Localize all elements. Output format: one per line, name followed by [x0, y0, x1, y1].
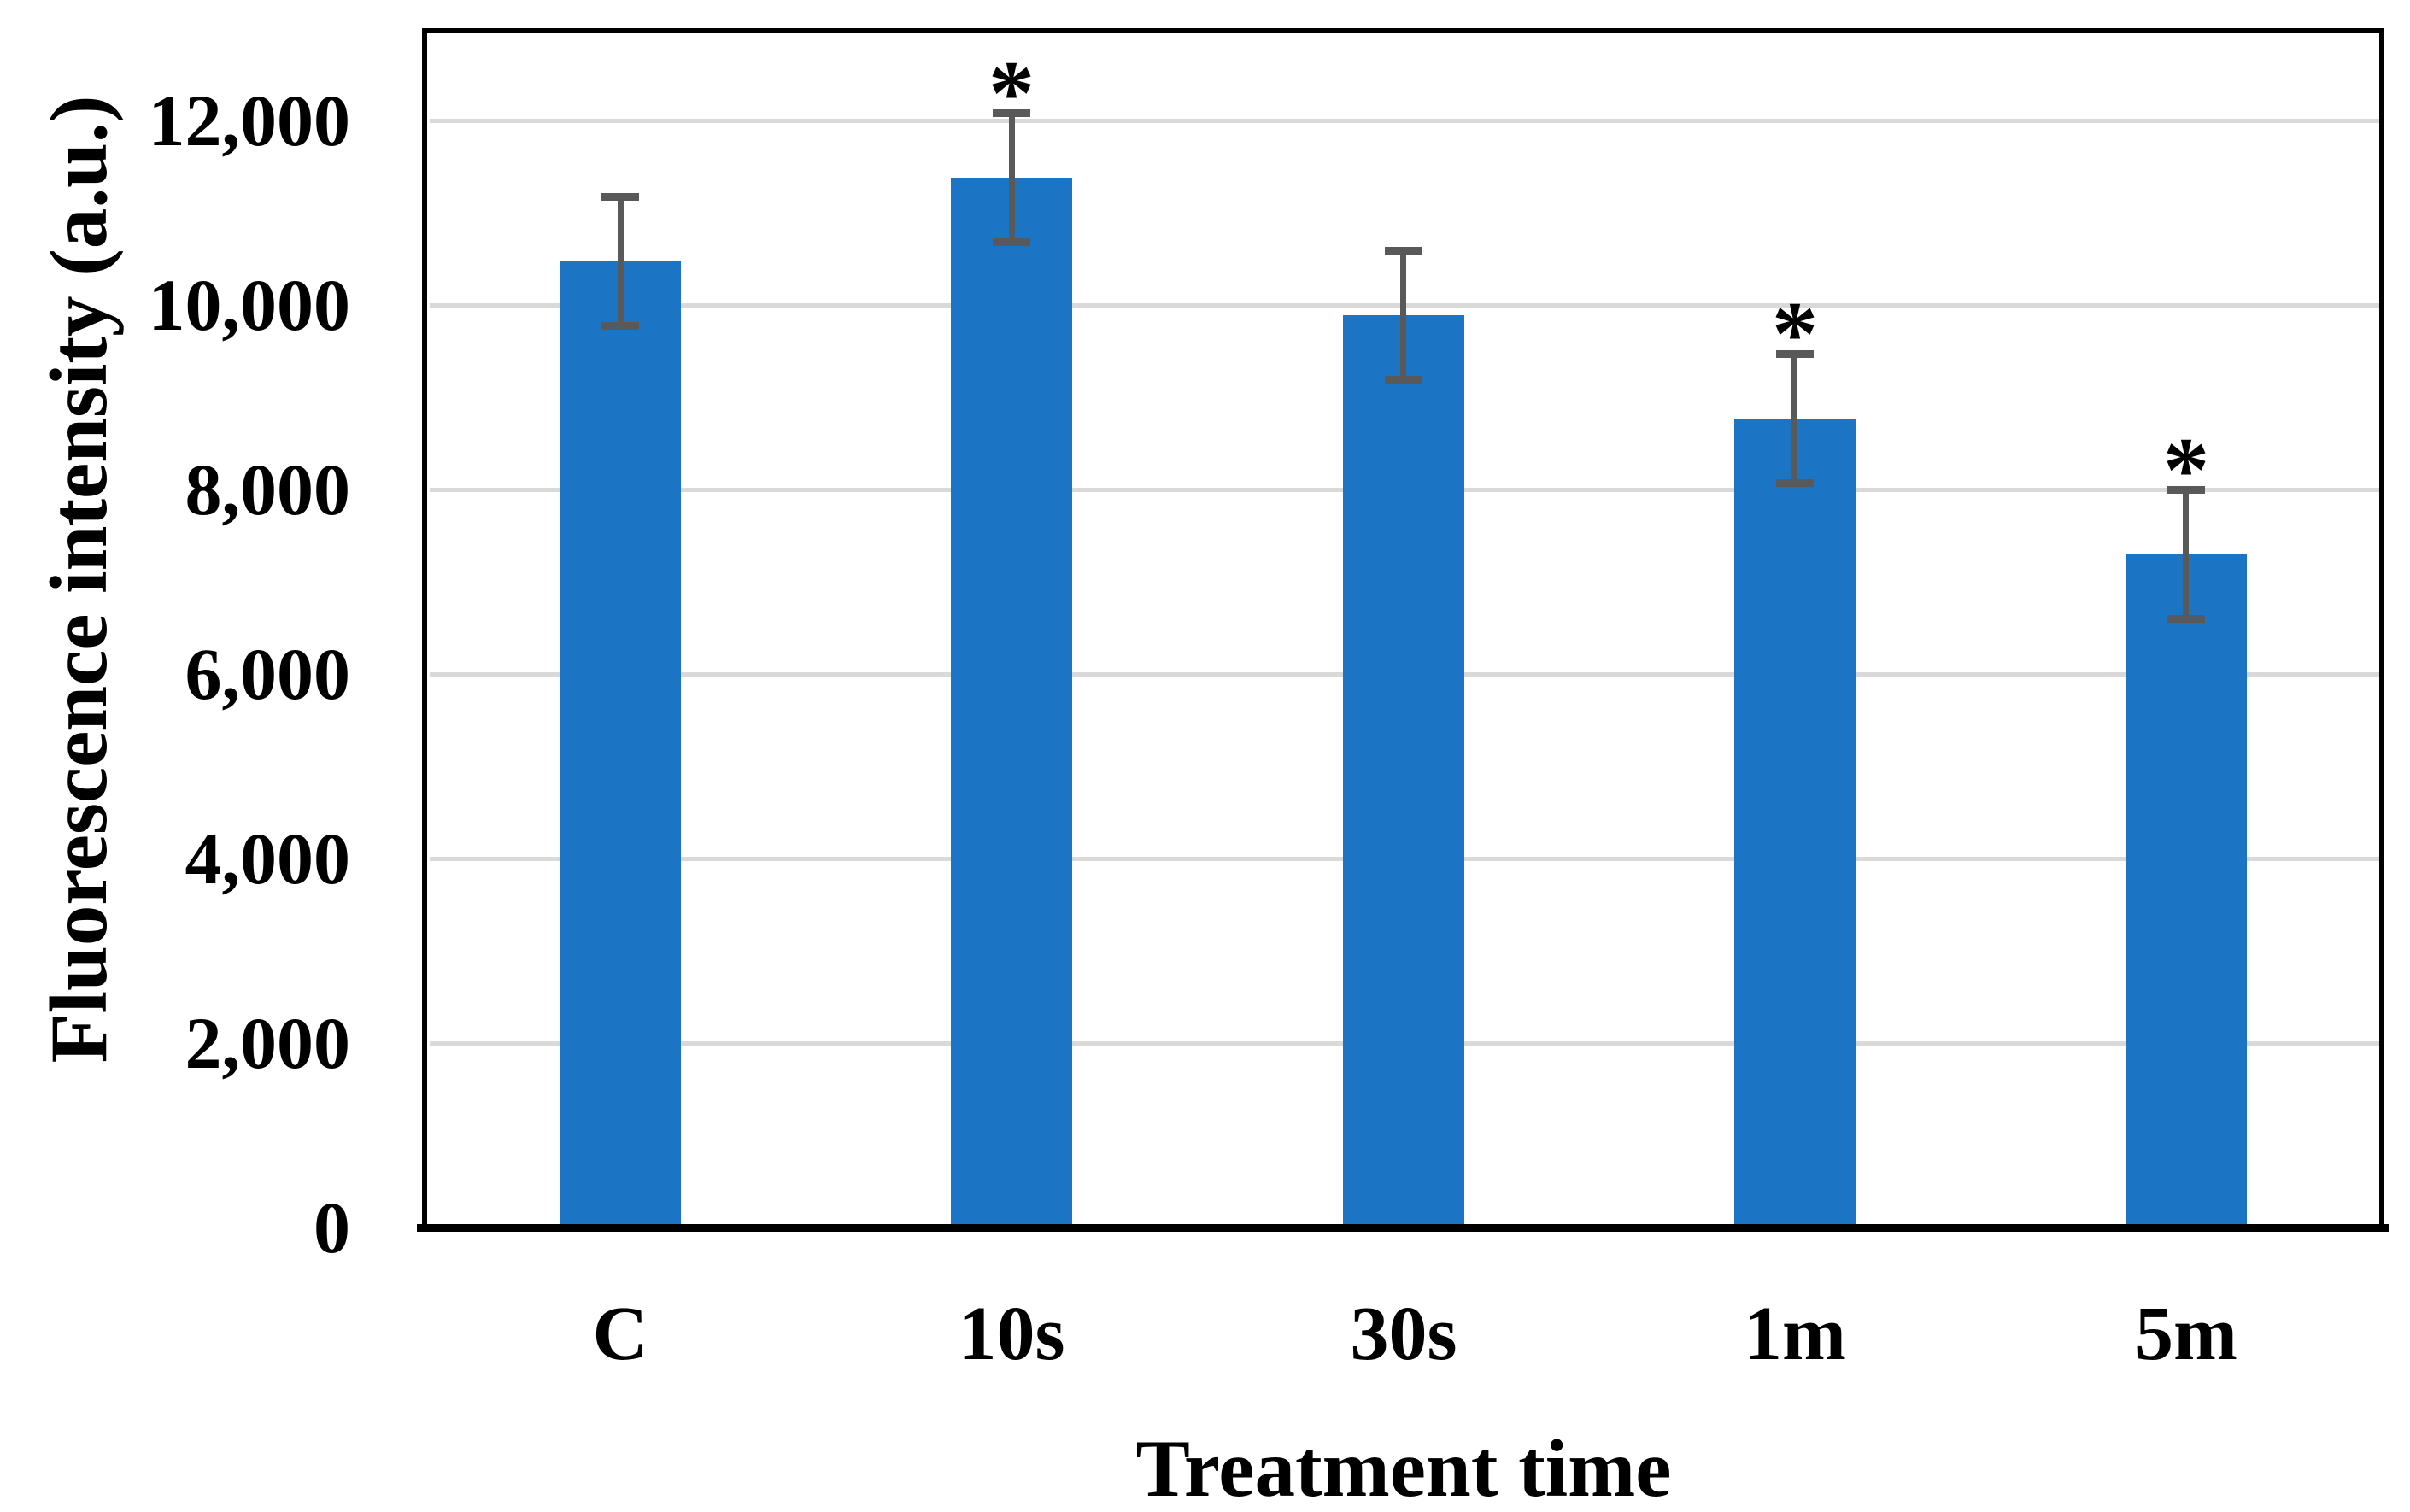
y-axis-title: Fluorescence intensity (a.u.) — [33, 95, 124, 1064]
significance-asterisk-10s: * — [988, 43, 1035, 144]
error-bar-cap-bottom-10s — [993, 238, 1030, 246]
significance-asterisk-5m: * — [2163, 419, 2209, 521]
x-tick-label-5m: 5m — [2135, 1292, 2237, 1376]
error-bar-line-30s — [1400, 250, 1406, 379]
y-tick-label-4000: 4,000 — [185, 818, 351, 900]
error-bar-cap-bottom-30s — [1385, 376, 1422, 384]
error-bar-cap-top-1m — [1776, 350, 1814, 358]
error-bar-cap-top-10s — [993, 109, 1030, 117]
gridline-12000 — [430, 119, 2380, 123]
y-tick-label-10000: 10,000 — [148, 264, 351, 346]
x-tick-label-10s: 10s — [958, 1292, 1065, 1376]
plot-border-left — [422, 28, 427, 1228]
bar-10s — [951, 178, 1072, 1228]
y-tick-label-0: 0 — [314, 1187, 350, 1269]
error-bar-cap-top-30s — [1385, 247, 1422, 255]
error-bar-cap-top-C — [601, 193, 639, 201]
error-bar-line-10s — [1009, 113, 1015, 242]
plot-border-right — [2379, 28, 2384, 1228]
y-tick-label-6000: 6,000 — [185, 633, 351, 715]
x-tick-label-C: C — [592, 1292, 648, 1376]
y-tick-label-8000: 8,000 — [185, 448, 351, 530]
error-bar-cap-bottom-5m — [2167, 615, 2205, 623]
x-axis-title: Treatment time — [1135, 1423, 1672, 1512]
x-tick-label-1m: 1m — [1744, 1292, 1846, 1376]
x-axis-line — [417, 1224, 2389, 1232]
error-bar-line-1m — [1791, 354, 1797, 483]
y-tick-label-12000: 12,000 — [148, 79, 351, 161]
bar-30s — [1343, 315, 1464, 1228]
error-bar-cap-bottom-C — [601, 322, 639, 330]
error-bar-cap-top-5m — [2167, 486, 2205, 494]
significance-asterisk-1m: * — [1772, 284, 1818, 385]
plot-border-top — [422, 28, 2384, 33]
error-bar-line-C — [618, 197, 624, 326]
error-bar-cap-bottom-1m — [1776, 479, 1814, 487]
x-tick-label-30s: 30s — [1350, 1292, 1457, 1376]
bar-5m — [2126, 554, 2247, 1228]
y-tick-label-2000: 2,000 — [185, 1002, 351, 1084]
error-bar-line-5m — [2183, 489, 2189, 618]
bar-1m — [1734, 419, 1856, 1228]
bar-C — [560, 261, 681, 1228]
